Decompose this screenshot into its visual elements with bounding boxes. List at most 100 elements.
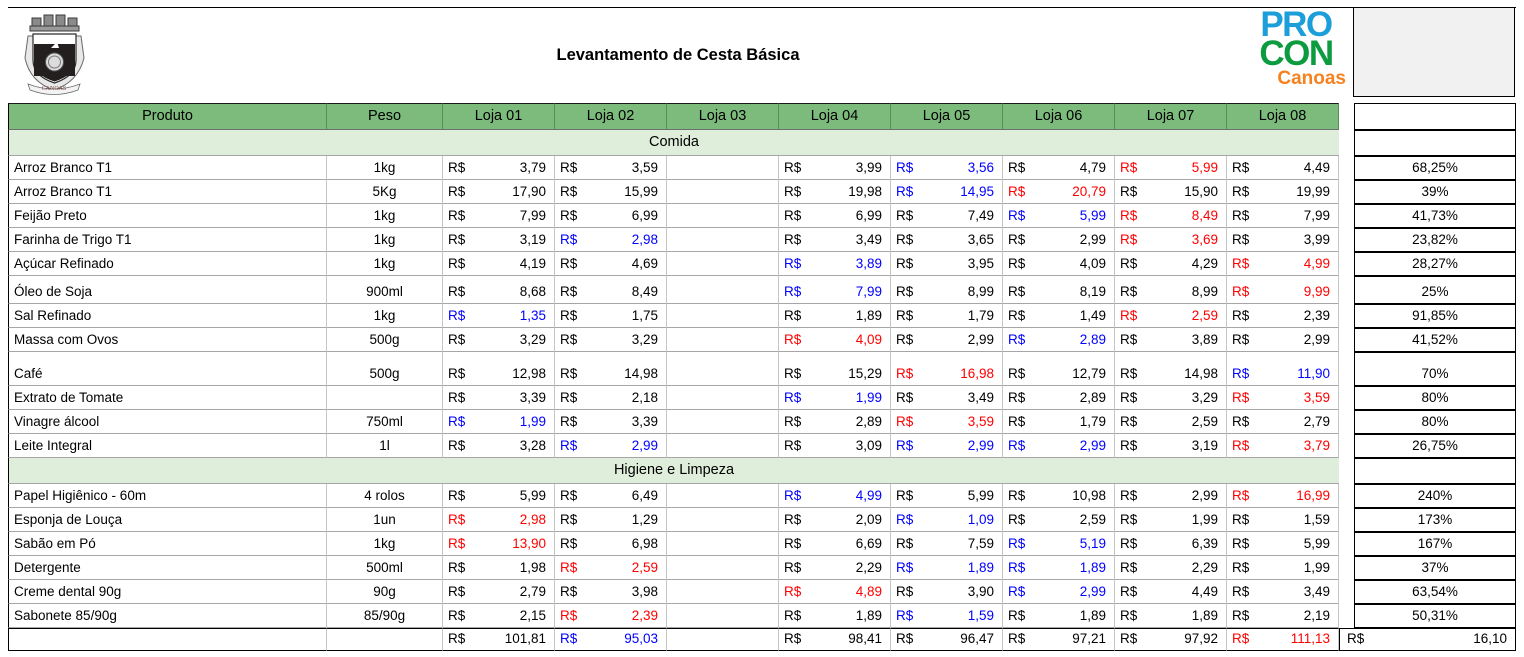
currency-symbol: R$ <box>448 631 466 646</box>
currency-symbol: R$ <box>560 536 578 551</box>
price-cell: R$ 2,59 <box>1115 304 1227 328</box>
price-value: 16,99 <box>1296 488 1330 503</box>
column-header-loja-07: Loja 07 <box>1115 103 1227 130</box>
currency-symbol: R$ <box>784 560 802 575</box>
price-value: 8,49 <box>1191 208 1218 223</box>
currency-symbol: R$ <box>1008 560 1026 575</box>
product-name-cell: Sabão em Pó <box>8 532 327 556</box>
price-value: 1,79 <box>967 308 994 323</box>
procon-canoas-logo: PRO CON Canoas <box>1240 7 1352 90</box>
price-value: 5,19 <box>1079 536 1106 551</box>
price-value: 1,89 <box>855 608 882 623</box>
price-cell: R$ 2,89 <box>1003 328 1115 352</box>
price-cell: R$ 3,49 <box>779 228 891 252</box>
price-cell <box>667 328 779 352</box>
price-cell <box>667 156 779 180</box>
product-row: Sabonete 85/90g 85/90g R$ 2,15 R$ 2,39 R$ 1,89 R… <box>8 604 1516 628</box>
price-value: 20,79 <box>1072 184 1106 199</box>
price-cell: R$ 2,79 <box>443 580 555 604</box>
product-name-cell: Vinagre álcool <box>8 410 327 434</box>
totals-empty-peso-cell <box>327 628 443 651</box>
currency-symbol: R$ <box>448 608 466 623</box>
price-value: 5,99 <box>1191 160 1218 175</box>
spacer-cell <box>1339 458 1354 484</box>
price-cell: R$ 1,09 <box>891 508 1003 532</box>
product-row: Óleo de Soja 900ml R$ 8,68 R$ 8,49 R$ 7,99 R$ 8,9… <box>8 276 1516 304</box>
percent-cell: 80% <box>1354 410 1516 434</box>
price-value: 4,99 <box>855 488 882 503</box>
product-name-cell: Café <box>8 352 327 386</box>
price-cell: R$ 3,09 <box>779 434 891 458</box>
price-cell: R$ 7,59 <box>891 532 1003 556</box>
price-cell: R$ 3,29 <box>555 328 667 352</box>
currency-symbol: R$ <box>1232 184 1250 199</box>
price-value: 16,98 <box>960 366 994 381</box>
price-value: 5,99 <box>1303 536 1330 551</box>
price-value: 2,99 <box>1079 584 1106 599</box>
peso-cell: 1l <box>327 434 443 458</box>
price-cell: R$ 12,98 <box>443 352 555 386</box>
spacer-cell <box>1339 410 1354 434</box>
price-cell: R$ 2,89 <box>779 410 891 434</box>
currency-symbol: R$ <box>560 232 578 247</box>
section-label-cell: Higiene e Limpeza <box>8 458 1339 484</box>
price-value: 3,99 <box>855 160 882 175</box>
currency-symbol: R$ <box>448 308 466 323</box>
peso-cell: 750ml <box>327 410 443 434</box>
price-value: 14,98 <box>1184 366 1218 381</box>
price-cell: R$ 5,99 <box>1227 532 1339 556</box>
column-header-loja-05: Loja 05 <box>891 103 1003 130</box>
currency-symbol: R$ <box>1120 608 1138 623</box>
price-value: 4,09 <box>855 332 882 347</box>
peso-cell: 900ml <box>327 276 443 304</box>
price-value: 1,29 <box>631 512 658 527</box>
price-cell: R$ 96,47 <box>891 628 1003 651</box>
currency-symbol: R$ <box>1008 160 1026 175</box>
price-value: 2,18 <box>631 390 658 405</box>
column-header-loja-03: Loja 03 <box>667 103 779 130</box>
currency-symbol: R$ <box>560 512 578 527</box>
price-value: 2,19 <box>1303 608 1330 623</box>
price-cell <box>667 352 779 386</box>
percent-cell: 91,85% <box>1354 304 1516 328</box>
currency-symbol: R$ <box>1232 332 1250 347</box>
price-value: 2,89 <box>1079 332 1106 347</box>
currency-symbol: R$ <box>1120 208 1138 223</box>
price-value: 3,49 <box>1303 584 1330 599</box>
price-value: 3,29 <box>1191 390 1218 405</box>
price-value: 15,99 <box>624 184 658 199</box>
currency-symbol: R$ <box>560 366 578 381</box>
procon-logo-canoas: Canoas <box>1277 68 1346 90</box>
price-value: 1,59 <box>967 608 994 623</box>
peso-cell: 5Kg <box>327 180 443 204</box>
currency-symbol: R$ <box>896 232 914 247</box>
price-value: 3,49 <box>967 390 994 405</box>
product-name-cell: Arroz Branco T1 <box>8 156 327 180</box>
currency-symbol: R$ <box>896 536 914 551</box>
price-value: 96,47 <box>960 631 994 646</box>
price-value: 1,75 <box>631 308 658 323</box>
price-value: 111,13 <box>1290 631 1330 646</box>
price-cell: R$ 1,35 <box>443 304 555 328</box>
price-value: 97,92 <box>1184 631 1218 646</box>
product-name-cell: Arroz Branco T1 <box>8 180 327 204</box>
spacer-cell <box>1339 304 1354 328</box>
currency-symbol: R$ <box>896 512 914 527</box>
percent-column-header <box>1354 103 1516 130</box>
column-header-loja-04: Loja 04 <box>779 103 891 130</box>
currency-symbol: R$ <box>560 284 578 299</box>
price-value: 3,69 <box>1191 232 1218 247</box>
section-row: Higiene e Limpeza <box>8 458 1516 484</box>
percent-cell: 25% <box>1354 276 1516 304</box>
price-cell: R$ 2,18 <box>555 386 667 410</box>
price-value: 19,99 <box>1296 184 1330 199</box>
currency-symbol: R$ <box>448 184 466 199</box>
currency-symbol: R$ <box>448 560 466 575</box>
price-value: 7,99 <box>1303 208 1330 223</box>
currency-symbol: R$ <box>784 332 802 347</box>
price-value: 8,49 <box>631 284 658 299</box>
price-value: 2,99 <box>1079 438 1106 453</box>
currency-symbol: R$ <box>1232 284 1250 299</box>
price-cell: R$ 2,99 <box>1003 434 1115 458</box>
